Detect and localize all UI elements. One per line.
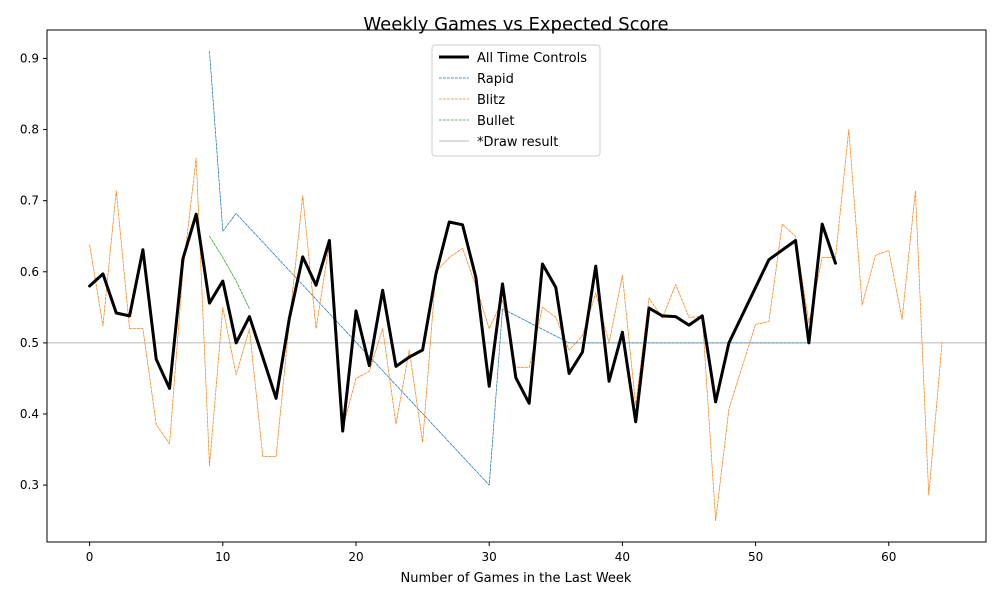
y-tick-label: 0.7: [20, 194, 39, 208]
series-line-bullet: [209, 235, 250, 310]
x-tick-label: 20: [348, 550, 363, 564]
y-tick-label: 0.4: [20, 407, 39, 421]
x-tick-label: 40: [615, 550, 630, 564]
series-line-all-time-controls: [88, 212, 837, 433]
y-tick-label: 0.3: [20, 478, 39, 492]
legend-label: Rapid: [477, 72, 514, 87]
legend-box: [431, 44, 601, 157]
x-tick-label: 50: [748, 550, 763, 564]
x-axis-label: Number of Games in the Last Week: [401, 571, 632, 586]
y-tick-label: 0.8: [20, 123, 39, 137]
series-line-rapid: [209, 50, 810, 486]
x-tick-label: 60: [881, 550, 896, 564]
chart-title: Weekly Games vs Expected Score: [363, 14, 668, 35]
y-tick-label: 0.9: [20, 51, 39, 65]
legend-label: Blitz: [477, 93, 505, 108]
y-tick-label: 0.6: [20, 265, 39, 279]
legend: All Time Controls Rapid Blitz Bullet *Draw r…: [431, 44, 601, 157]
y-tick-label: 0.5: [20, 336, 39, 350]
x-tick-label: 10: [215, 550, 230, 564]
legend-label: All Time Controls: [477, 51, 587, 66]
series-line-blitz: [89, 129, 943, 522]
x-tick-label: 30: [482, 550, 497, 564]
plot-frame: [46, 29, 987, 543]
legend-label: *Draw result: [477, 135, 558, 150]
legend-label: Bullet: [477, 114, 514, 129]
x-tick-label: 0: [86, 550, 94, 564]
